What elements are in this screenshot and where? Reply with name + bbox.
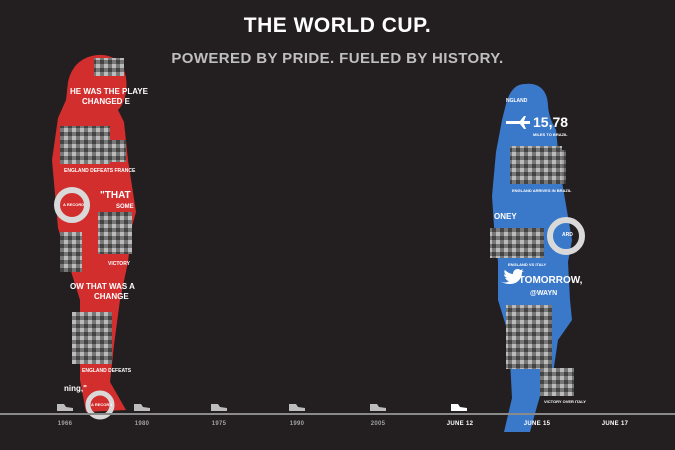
photo-tile[interactable] <box>60 126 110 164</box>
quote-text: SOME <box>116 204 134 210</box>
timeline-label-1990[interactable]: 1990 <box>289 421 305 427</box>
photo-tile[interactable] <box>72 312 112 364</box>
boot-icon[interactable] <box>450 402 468 412</box>
boot-icon[interactable] <box>288 402 306 412</box>
player-name: ONEY <box>494 212 517 221</box>
timeline-label-1980[interactable]: 1980 <box>134 421 150 427</box>
photo-caption: VICTORY <box>108 261 130 267</box>
count-caption: MILES TO BRAZIL <box>533 132 568 137</box>
quote-text: HE WAS THE PLAYE <box>70 87 148 96</box>
page-title: THE WORLD CUP. <box>243 14 432 37</box>
page-subtitle: POWERED BY PRIDE. FUELED BY HISTORY. <box>171 50 504 67</box>
miles-count: 15,78 <box>533 114 569 130</box>
twitter-bird-icon <box>500 269 524 284</box>
photo-caption: ENGLAND DEFEATS <box>82 368 132 374</box>
photo-caption: ENGLAND DEFEATS FRANCE <box>64 168 136 174</box>
photo-caption: VICTORY OVER ITALY <box>544 399 586 404</box>
photo-tile[interactable] <box>506 305 552 369</box>
photo-tile[interactable] <box>540 368 574 396</box>
timeline-label-1966[interactable]: 1966 <box>57 421 73 427</box>
photo-caption: ENGLAND VS ITALY <box>508 262 547 267</box>
stat-label: ARD <box>562 232 573 238</box>
photo-tile[interactable] <box>490 228 544 258</box>
quote-text: CHANGE <box>94 292 129 301</box>
tweet-quote: "TOMORROW, <box>514 275 583 286</box>
stat-label: A RECORD <box>91 402 113 407</box>
boot-icon[interactable] <box>369 402 387 412</box>
timeline-label-june-17[interactable]: JUNE 17 <box>601 421 629 427</box>
timeline-axis <box>0 413 675 415</box>
photo-tile[interactable] <box>108 140 126 162</box>
timeline-label-2005[interactable]: 2005 <box>370 421 386 427</box>
photo-tile[interactable] <box>98 212 132 254</box>
photo-tile[interactable] <box>60 232 82 272</box>
panel-header: NGLAND <box>506 98 528 104</box>
timeline-label-1975[interactable]: 1975 <box>211 421 227 427</box>
quote-text: OW THAT WAS A <box>70 282 135 291</box>
timeline-label-june-15[interactable]: JUNE 15 <box>523 421 551 427</box>
boot-icon[interactable] <box>210 402 228 412</box>
quote-text: CHANGED E <box>82 97 131 106</box>
quote-text: "THAT <box>100 190 131 201</box>
quote-text: ning," <box>64 384 87 393</box>
stat-ring-icon <box>85 390 115 420</box>
boot-icon[interactable] <box>133 402 151 412</box>
boot-icon[interactable] <box>56 402 74 412</box>
photo-tile[interactable] <box>526 150 566 184</box>
photo-caption: ENGLAND ARRIVES IN BRAZIL <box>512 188 572 193</box>
tweet-handle[interactable]: @WAYN <box>530 290 558 297</box>
plane-icon <box>506 116 530 129</box>
stat-label: A RECORD <box>63 202 85 207</box>
stat-ring-icon <box>54 187 90 223</box>
photo-tile[interactable] <box>94 58 124 76</box>
stat-ring-icon <box>547 217 585 255</box>
timeline-label-june-12[interactable]: JUNE 12 <box>446 421 474 427</box>
